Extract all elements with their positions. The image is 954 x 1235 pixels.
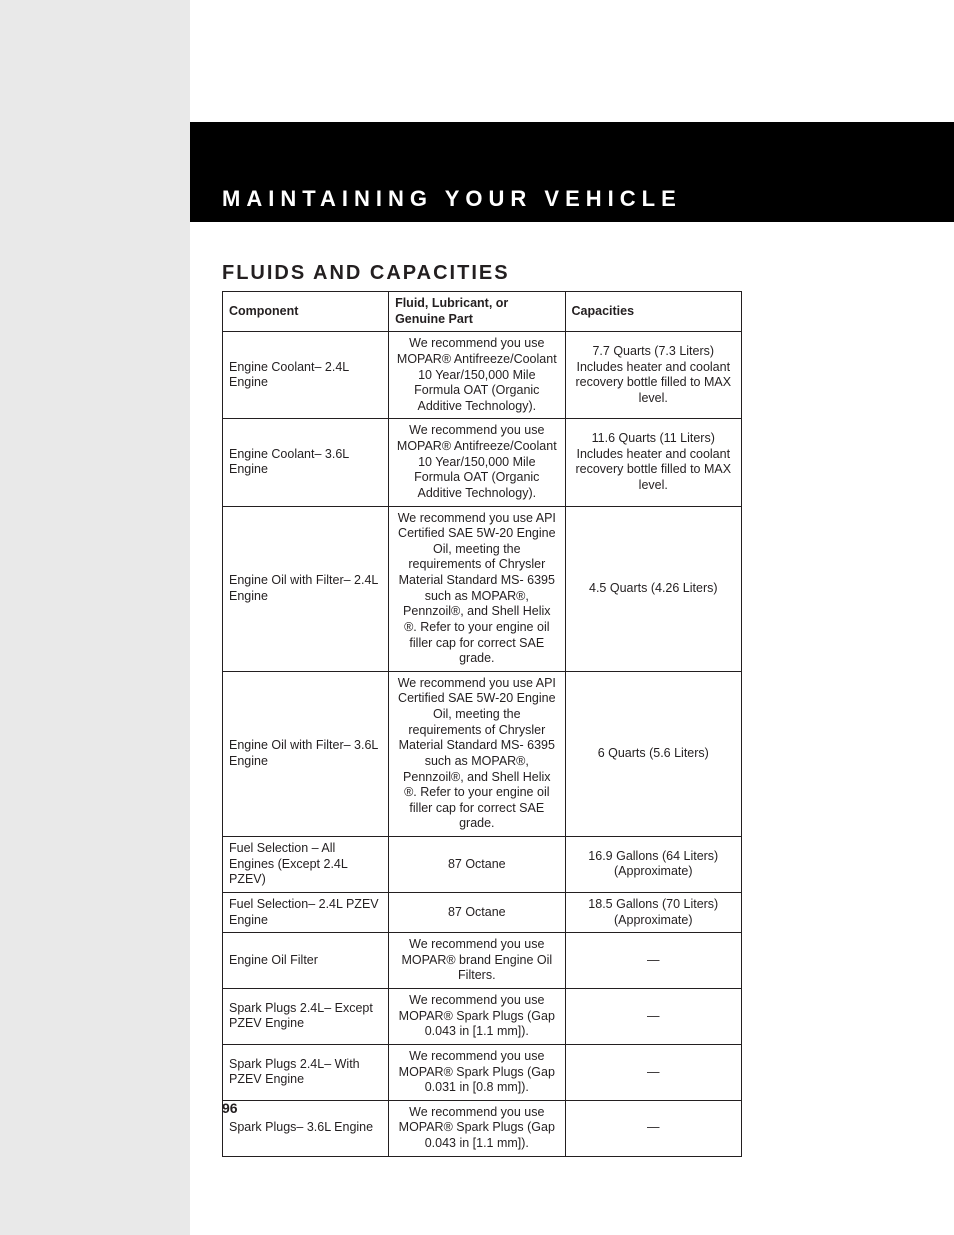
table-row: Fuel Selection – All Engines (Except 2.4… — [223, 837, 742, 893]
table-row: Spark Plugs– 3.6L EngineWe recommend you… — [223, 1100, 742, 1156]
cell-capacity: 7.7 Quarts (7.3 Liters) Includes heater … — [565, 332, 741, 419]
cell-fluid: We recommend you use MOPAR® Spark Plugs … — [389, 989, 565, 1045]
col-header-fluid: Fluid, Lubricant, or Genuine Part — [389, 292, 565, 332]
chapter-title: MAINTAINING YOUR VEHICLE — [222, 186, 682, 212]
cell-component: Engine Coolant– 3.6L Engine — [223, 419, 389, 506]
fluids-capacities-table: Component Fluid, Lubricant, or Genuine P… — [222, 291, 742, 1157]
cell-capacity: 11.6 Quarts (11 Liters) Includes heater … — [565, 419, 741, 506]
table-header-row: Component Fluid, Lubricant, or Genuine P… — [223, 292, 742, 332]
col-header-component: Component — [223, 292, 389, 332]
cell-component: Engine Oil with Filter– 3.6L Engine — [223, 671, 389, 836]
page-number: 96 — [222, 1100, 238, 1116]
cell-fluid: We recommend you use MOPAR® Antifreeze/C… — [389, 332, 565, 419]
table-row: Engine Coolant– 3.6L EngineWe recommend … — [223, 419, 742, 506]
cell-capacity: — — [565, 1044, 741, 1100]
table-row: Engine Oil FilterWe recommend you use MO… — [223, 933, 742, 989]
cell-fluid: We recommend you use MOPAR® Antifreeze/C… — [389, 419, 565, 506]
table-row: Spark Plugs 2.4L– Except PZEV EngineWe r… — [223, 989, 742, 1045]
left-sidebar — [0, 0, 190, 1235]
table-row: Engine Coolant– 2.4L EngineWe recommend … — [223, 332, 742, 419]
table-row: Spark Plugs 2.4L– With PZEV EngineWe rec… — [223, 1044, 742, 1100]
cell-fluid: We recommend you use API Certified SAE 5… — [389, 671, 565, 836]
table-header: Component Fluid, Lubricant, or Genuine P… — [223, 292, 742, 332]
cell-component: Spark Plugs– 3.6L Engine — [223, 1100, 389, 1156]
cell-fluid: We recommend you use API Certified SAE 5… — [389, 506, 565, 671]
cell-component: Engine Oil Filter — [223, 933, 389, 989]
cell-capacity: 16.9 Gallons (64 Liters) (Approximate) — [565, 837, 741, 893]
cell-fluid: 87 Octane — [389, 837, 565, 893]
cell-component: Fuel Selection – All Engines (Except 2.4… — [223, 837, 389, 893]
cell-component: Engine Coolant– 2.4L Engine — [223, 332, 389, 419]
page-content: FLUIDS AND CAPACITIES Component Fluid, L… — [222, 262, 742, 1157]
section-title: FLUIDS AND CAPACITIES — [222, 262, 742, 285]
chapter-header: MAINTAINING YOUR VEHICLE — [190, 122, 954, 222]
cell-fluid: We recommend you use MOPAR® Spark Plugs … — [389, 1100, 565, 1156]
cell-capacity: — — [565, 989, 741, 1045]
cell-capacity: 18.5 Gallons (70 Liters) (Approximate) — [565, 892, 741, 932]
cell-component: Engine Oil with Filter– 2.4L Engine — [223, 506, 389, 671]
cell-component: Fuel Selection– 2.4L PZEV Engine — [223, 892, 389, 932]
cell-fluid: We recommend you use MOPAR® brand Engine… — [389, 933, 565, 989]
cell-capacity: — — [565, 1100, 741, 1156]
cell-component: Spark Plugs 2.4L– Except PZEV Engine — [223, 989, 389, 1045]
table-row: Engine Oil with Filter– 3.6L EngineWe re… — [223, 671, 742, 836]
cell-fluid: 87 Octane — [389, 892, 565, 932]
page: MAINTAINING YOUR VEHICLE FLUIDS AND CAPA… — [0, 0, 954, 1235]
table-row: Fuel Selection– 2.4L PZEV Engine87 Octan… — [223, 892, 742, 932]
col-header-capacity: Capacities — [565, 292, 741, 332]
cell-capacity: 4.5 Quarts (4.26 Liters) — [565, 506, 741, 671]
cell-capacity: 6 Quarts (5.6 Liters) — [565, 671, 741, 836]
cell-component: Spark Plugs 2.4L– With PZEV Engine — [223, 1044, 389, 1100]
table-body: Engine Coolant– 2.4L EngineWe recommend … — [223, 332, 742, 1156]
cell-fluid: We recommend you use MOPAR® Spark Plugs … — [389, 1044, 565, 1100]
cell-capacity: — — [565, 933, 741, 989]
table-row: Engine Oil with Filter– 2.4L EngineWe re… — [223, 506, 742, 671]
